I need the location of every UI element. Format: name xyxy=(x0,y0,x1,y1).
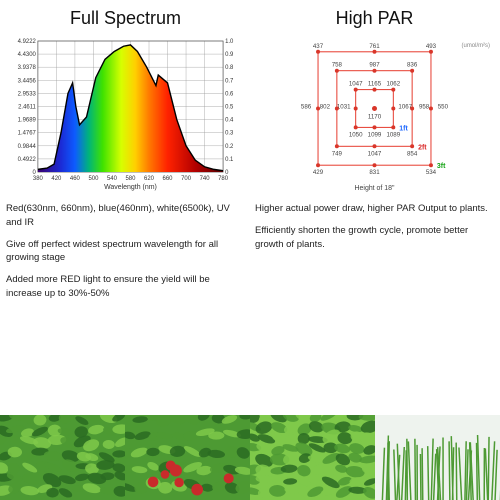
svg-text:2.9533: 2.9533 xyxy=(18,91,37,97)
svg-text:420: 420 xyxy=(51,176,62,182)
svg-text:4.4300: 4.4300 xyxy=(18,52,37,58)
right-title: High PAR xyxy=(255,8,494,29)
svg-text:500: 500 xyxy=(88,176,99,182)
svg-text:0.9: 0.9 xyxy=(225,52,234,58)
svg-text:1031: 1031 xyxy=(337,103,351,110)
par-chart: (umol/m²s)104711651062103110671050109910… xyxy=(255,37,494,192)
svg-text:780: 780 xyxy=(218,176,229,182)
svg-text:3ft: 3ft xyxy=(437,163,446,170)
svg-text:580: 580 xyxy=(126,176,137,182)
photo-strip xyxy=(0,415,500,500)
left-caption-2: Give off perfect widest spectrum wavelen… xyxy=(6,238,245,266)
svg-text:958: 958 xyxy=(419,103,430,110)
svg-text:534: 534 xyxy=(426,169,437,176)
svg-text:493: 493 xyxy=(426,43,437,50)
svg-text:437: 437 xyxy=(313,43,324,50)
left-caption-3: Added more RED light to ensure the yield… xyxy=(6,273,245,301)
svg-text:1ft: 1ft xyxy=(399,125,408,132)
right-caption-1: Higher actual power draw, higher PAR Out… xyxy=(255,202,494,216)
svg-text:660: 660 xyxy=(163,176,174,182)
svg-text:700: 700 xyxy=(181,176,192,182)
left-title: Full Spectrum xyxy=(6,8,245,29)
svg-text:0.3: 0.3 xyxy=(225,131,234,137)
svg-text:2ft: 2ft xyxy=(418,144,427,151)
svg-text:540: 540 xyxy=(107,176,118,182)
svg-text:550: 550 xyxy=(438,103,449,110)
left-caption-1: Red(630nm, 660nm), blue(460nm), white(65… xyxy=(6,202,245,230)
svg-text:3.9378: 3.9378 xyxy=(18,65,37,71)
svg-text:1050: 1050 xyxy=(349,131,363,138)
svg-text:987: 987 xyxy=(369,62,380,69)
svg-text:0.7: 0.7 xyxy=(225,78,234,84)
right-caption-2: Efficiently shorten the growth cycle, pr… xyxy=(255,224,494,252)
svg-text:2.4611: 2.4611 xyxy=(18,104,36,110)
left-captions: Red(630nm, 660nm), blue(460nm), white(65… xyxy=(6,202,245,309)
svg-text:620: 620 xyxy=(144,176,155,182)
svg-text:749: 749 xyxy=(332,150,343,157)
svg-text:Height of 18": Height of 18" xyxy=(355,185,395,192)
svg-text:740: 740 xyxy=(200,176,211,182)
svg-text:0.6: 0.6 xyxy=(225,91,234,97)
svg-text:0.1: 0.1 xyxy=(225,157,234,163)
svg-text:0.5: 0.5 xyxy=(225,104,234,110)
svg-text:758: 758 xyxy=(332,62,343,69)
svg-text:1.0: 1.0 xyxy=(225,39,234,45)
svg-text:1099: 1099 xyxy=(368,131,382,138)
svg-text:0.8: 0.8 xyxy=(225,65,234,71)
svg-text:Wavelength (nm): Wavelength (nm) xyxy=(104,184,157,191)
svg-text:4.9222: 4.9222 xyxy=(18,39,37,45)
svg-text:1062: 1062 xyxy=(386,81,400,88)
spectrum-chart: 4.9222 1.0 4.4300 0.9 3.9378 0.8 3.4456 0.7 2.95… xyxy=(6,37,245,192)
svg-text:0.4922: 0.4922 xyxy=(18,157,37,163)
svg-text:1089: 1089 xyxy=(386,131,400,138)
svg-text:1165: 1165 xyxy=(368,81,382,88)
thumb-3 xyxy=(250,415,375,500)
svg-text:(umol/m²s): (umol/m²s) xyxy=(462,43,490,49)
svg-text:831: 831 xyxy=(369,169,380,176)
svg-text:460: 460 xyxy=(70,176,81,182)
svg-text:1.4767: 1.4767 xyxy=(18,131,37,137)
svg-text:1170: 1170 xyxy=(368,113,382,120)
svg-text:854: 854 xyxy=(407,150,418,157)
svg-text:0.9844: 0.9844 xyxy=(18,144,37,150)
svg-text:0.4: 0.4 xyxy=(225,118,234,124)
svg-text:586: 586 xyxy=(301,103,312,110)
right-captions: Higher actual power draw, higher PAR Out… xyxy=(255,202,494,259)
svg-text:0.2: 0.2 xyxy=(225,144,234,150)
svg-text:1.9689: 1.9689 xyxy=(18,118,37,124)
svg-text:3.4456: 3.4456 xyxy=(18,78,37,84)
svg-text:761: 761 xyxy=(369,43,380,50)
thumb-1 xyxy=(0,415,125,500)
svg-text:836: 836 xyxy=(407,62,418,69)
thumb-4 xyxy=(375,415,500,500)
svg-text:1047: 1047 xyxy=(349,81,363,88)
thumb-2 xyxy=(125,415,250,500)
svg-text:380: 380 xyxy=(33,176,44,182)
svg-text:1047: 1047 xyxy=(368,150,382,157)
svg-text:802: 802 xyxy=(320,103,331,110)
svg-text:429: 429 xyxy=(313,169,324,176)
